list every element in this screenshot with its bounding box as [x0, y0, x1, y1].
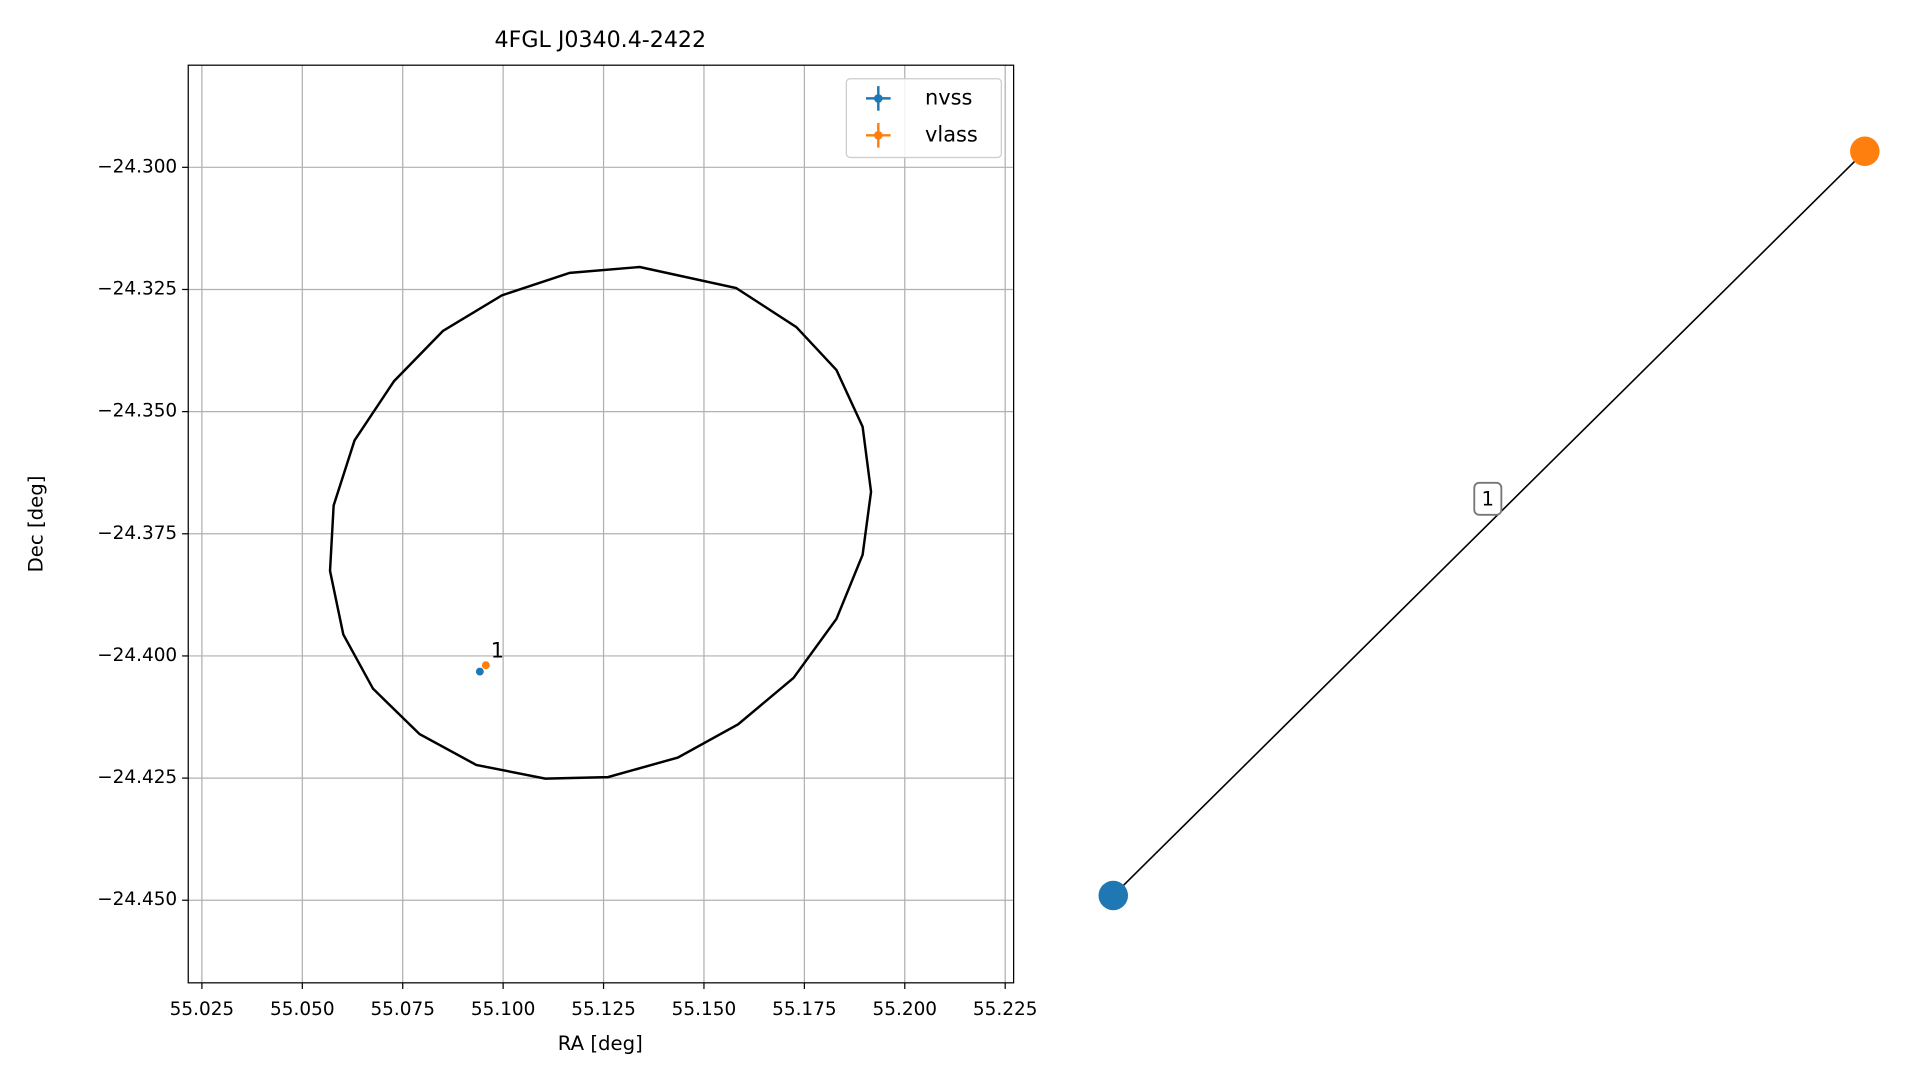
y-tick-label: −24.425 — [97, 767, 177, 788]
node — [1850, 136, 1880, 167]
edge-label-box — [1473, 481, 1503, 516]
y-tick-label: −24.350 — [97, 401, 177, 422]
point — [475, 667, 484, 676]
y-axis-label: Dec [deg] — [24, 476, 47, 573]
x-tick-label: 55.150 — [672, 999, 737, 1020]
x-tick-label: 55.050 — [270, 999, 335, 1020]
y-tick-label: −24.450 — [97, 889, 177, 910]
y-tick-label: −24.325 — [97, 278, 177, 299]
x-tick-label: 55.100 — [471, 999, 536, 1020]
legend-label: vlass — [925, 122, 978, 146]
x-tick-label: 55.075 — [370, 999, 435, 1020]
legend-label: nvss — [925, 85, 972, 109]
y-tick-label: −24.375 — [97, 523, 177, 544]
x-tick-label: 55.025 — [170, 999, 235, 1020]
plot-frame — [187, 64, 1015, 984]
x-tick-label: 55.225 — [973, 999, 1038, 1020]
edge — [1112, 150, 1866, 897]
legend-box — [845, 78, 1002, 159]
legend-marker — [874, 94, 883, 103]
y-tick-label: −24.300 — [97, 156, 177, 177]
annotation: 1 — [491, 639, 504, 663]
node — [1098, 880, 1129, 911]
point — [481, 661, 490, 670]
x-tick-label: 55.200 — [873, 999, 938, 1020]
x-tick-label: 55.175 — [772, 999, 837, 1020]
x-tick-label: 55.125 — [571, 999, 636, 1020]
legend-marker — [874, 131, 883, 140]
ellipse — [328, 265, 873, 780]
edge-label: 1 — [1482, 488, 1495, 511]
y-tick-label: −24.400 — [97, 645, 177, 666]
x-axis-label: RA [deg] — [558, 1032, 643, 1055]
chart-title: 4FGL J0340.4-2422 — [495, 27, 707, 53]
